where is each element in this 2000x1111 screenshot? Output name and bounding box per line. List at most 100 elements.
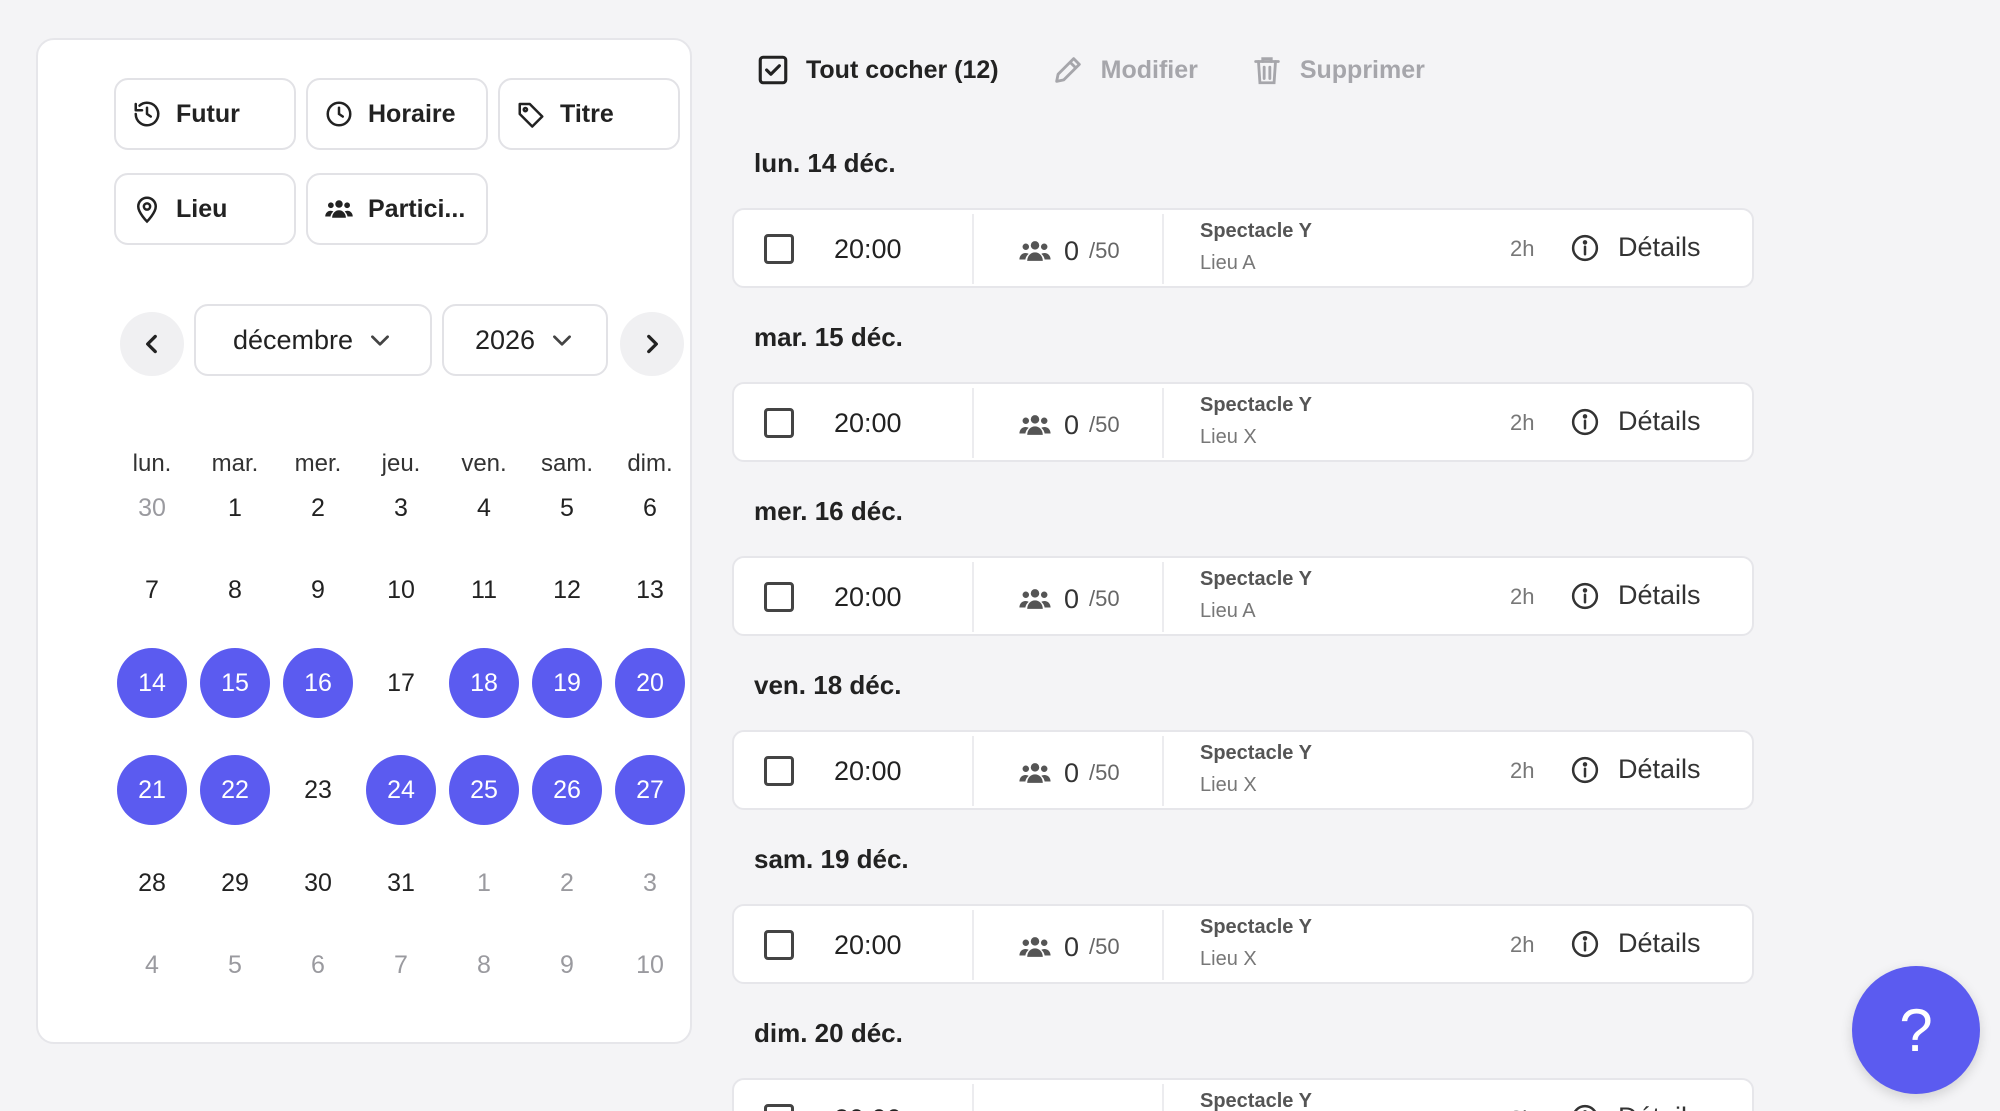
participant-count: 0 xyxy=(1064,583,1080,614)
chevron-down-icon xyxy=(371,335,389,346)
info-icon xyxy=(1571,234,1599,261)
calendar-day[interactable]: 30 xyxy=(138,493,166,522)
filter-futur-button[interactable]: Futur xyxy=(114,78,296,150)
calendar-day[interactable]: 9 xyxy=(560,950,574,979)
calendar-day[interactable]: 30 xyxy=(304,868,332,897)
event-location: Lieu A xyxy=(1200,252,1256,274)
event-title: Spectacle Y xyxy=(1200,568,1312,590)
calendar-day[interactable]: 6 xyxy=(643,493,657,522)
next-month-button[interactable] xyxy=(620,312,684,376)
help-button[interactable]: ? xyxy=(1852,966,1980,1094)
info-icon xyxy=(1573,1104,1597,1111)
event-title: Spectacle Y xyxy=(1200,742,1312,764)
check-all-button[interactable]: Tout cocher (12) xyxy=(756,53,999,87)
filter-lieu-button[interactable]: Lieu xyxy=(114,173,296,245)
calendar-day-selected[interactable]: 14 xyxy=(117,648,187,718)
check-all-label: Tout cocher (12) xyxy=(806,55,999,84)
clock-icon xyxy=(326,101,352,127)
filter-horaire-button[interactable]: Horaire xyxy=(306,78,488,150)
event-checkbox[interactable] xyxy=(764,1104,794,1111)
calendar-day[interactable]: 4 xyxy=(145,950,159,979)
filter-titre-button[interactable]: Titre xyxy=(498,78,680,150)
calendar-day[interactable]: 11 xyxy=(471,575,497,604)
year-select[interactable]: 2026 xyxy=(442,304,608,376)
details-button[interactable]: Détails xyxy=(1570,232,1701,263)
prev-month-button[interactable] xyxy=(120,312,184,376)
calendar-day[interactable]: 6 xyxy=(311,950,325,979)
calendar-day[interactable]: 28 xyxy=(138,868,166,897)
event-checkbox[interactable] xyxy=(764,234,794,264)
divider xyxy=(972,910,974,980)
calendar-day-selected[interactable]: 21 xyxy=(117,755,187,825)
calendar-day[interactable]: 1 xyxy=(228,493,242,522)
details-button[interactable]: Détails xyxy=(1570,406,1701,437)
details-button[interactable]: Détails xyxy=(1570,754,1701,785)
calendar-day-selected[interactable]: 26 xyxy=(532,755,602,825)
calendar-day-selected[interactable]: 19 xyxy=(532,648,602,718)
event-checkbox[interactable] xyxy=(764,756,794,786)
chevron-left-icon xyxy=(146,334,157,354)
calendar-day[interactable]: 2 xyxy=(311,493,325,522)
calendar-day[interactable]: 17 xyxy=(387,668,415,697)
users-icon xyxy=(1019,241,1051,261)
calendar-day-selected[interactable]: 20 xyxy=(615,648,685,718)
participant-max: /50 xyxy=(1089,1108,1120,1111)
filter-panel: Futur Horaire Titre Lieu Partici... déce… xyxy=(36,38,692,1044)
event-location: Lieu X xyxy=(1200,774,1257,796)
calendar-day[interactable]: 5 xyxy=(560,493,574,522)
calendar-day[interactable]: 9 xyxy=(311,575,325,604)
calendar-day[interactable]: 8 xyxy=(228,575,242,604)
location-pin-icon xyxy=(136,196,158,224)
users-icon xyxy=(1019,763,1051,783)
calendar-day[interactable]: 1 xyxy=(477,868,491,897)
event-duration: 2h xyxy=(1510,584,1535,609)
delete-button[interactable]: Supprimer xyxy=(1250,53,1425,87)
event-checkbox[interactable] xyxy=(764,408,794,438)
calendar-day[interactable]: 10 xyxy=(636,950,664,979)
calendar-day[interactable]: 3 xyxy=(394,493,408,522)
details-button[interactable]: Détails xyxy=(1570,1102,1701,1111)
calendar-day[interactable]: 23 xyxy=(304,775,332,804)
chevron-right-icon xyxy=(647,334,658,354)
month-select[interactable]: décembre xyxy=(194,304,432,376)
event-checkbox[interactable] xyxy=(764,582,794,612)
info-icon xyxy=(1571,756,1599,783)
edit-button[interactable]: Modifier xyxy=(1051,53,1198,87)
calendar-day[interactable]: 7 xyxy=(394,950,408,979)
calendar-day-selected[interactable]: 25 xyxy=(449,755,519,825)
calendar-day[interactable]: 5 xyxy=(228,950,242,979)
calendar-day-selected[interactable]: 16 xyxy=(283,648,353,718)
calendar-day[interactable]: 29 xyxy=(221,868,249,897)
event-location: Lieu A xyxy=(1200,600,1256,622)
details-label: Détails xyxy=(1618,1102,1701,1111)
calendar-day[interactable]: 7 xyxy=(145,575,159,604)
calendar-day[interactable]: 2 xyxy=(560,868,574,897)
weekday-label: mar. xyxy=(211,450,259,477)
details-button[interactable]: Détails xyxy=(1570,580,1701,611)
weekday-label: dim. xyxy=(627,450,673,477)
details-button[interactable]: Détails xyxy=(1570,928,1701,959)
calendar-day-selected[interactable]: 24 xyxy=(366,755,436,825)
calendar-day-selected[interactable]: 15 xyxy=(200,648,270,718)
divider xyxy=(972,214,974,284)
calendar-day-selected[interactable]: 22 xyxy=(200,755,270,825)
calendar-day-selected[interactable]: 27 xyxy=(615,755,685,825)
calendar-day[interactable]: 4 xyxy=(477,493,491,522)
calendar-day-selected[interactable]: 18 xyxy=(449,648,519,718)
calendar-day[interactable]: 10 xyxy=(387,575,415,604)
day-group-title: lun. 14 déc. xyxy=(754,148,896,178)
participant-count: 0 xyxy=(1064,1106,1079,1111)
calendar-day[interactable]: 12 xyxy=(553,575,581,604)
calendar-day[interactable]: 31 xyxy=(387,868,415,897)
calendar-day[interactable]: 8 xyxy=(477,950,491,979)
divider xyxy=(972,562,974,632)
filter-participants-button[interactable]: Partici... xyxy=(306,173,488,245)
event-participants: 0/50 xyxy=(1018,408,1120,442)
event-duration: 2h xyxy=(1510,410,1535,435)
event-checkbox[interactable] xyxy=(764,930,794,960)
calendar-day[interactable]: 3 xyxy=(643,868,657,897)
calendar-day[interactable]: 13 xyxy=(636,575,664,604)
details-label: Détails xyxy=(1618,754,1701,784)
event-duration: 2h xyxy=(1510,758,1535,783)
info-icon xyxy=(1571,408,1599,435)
